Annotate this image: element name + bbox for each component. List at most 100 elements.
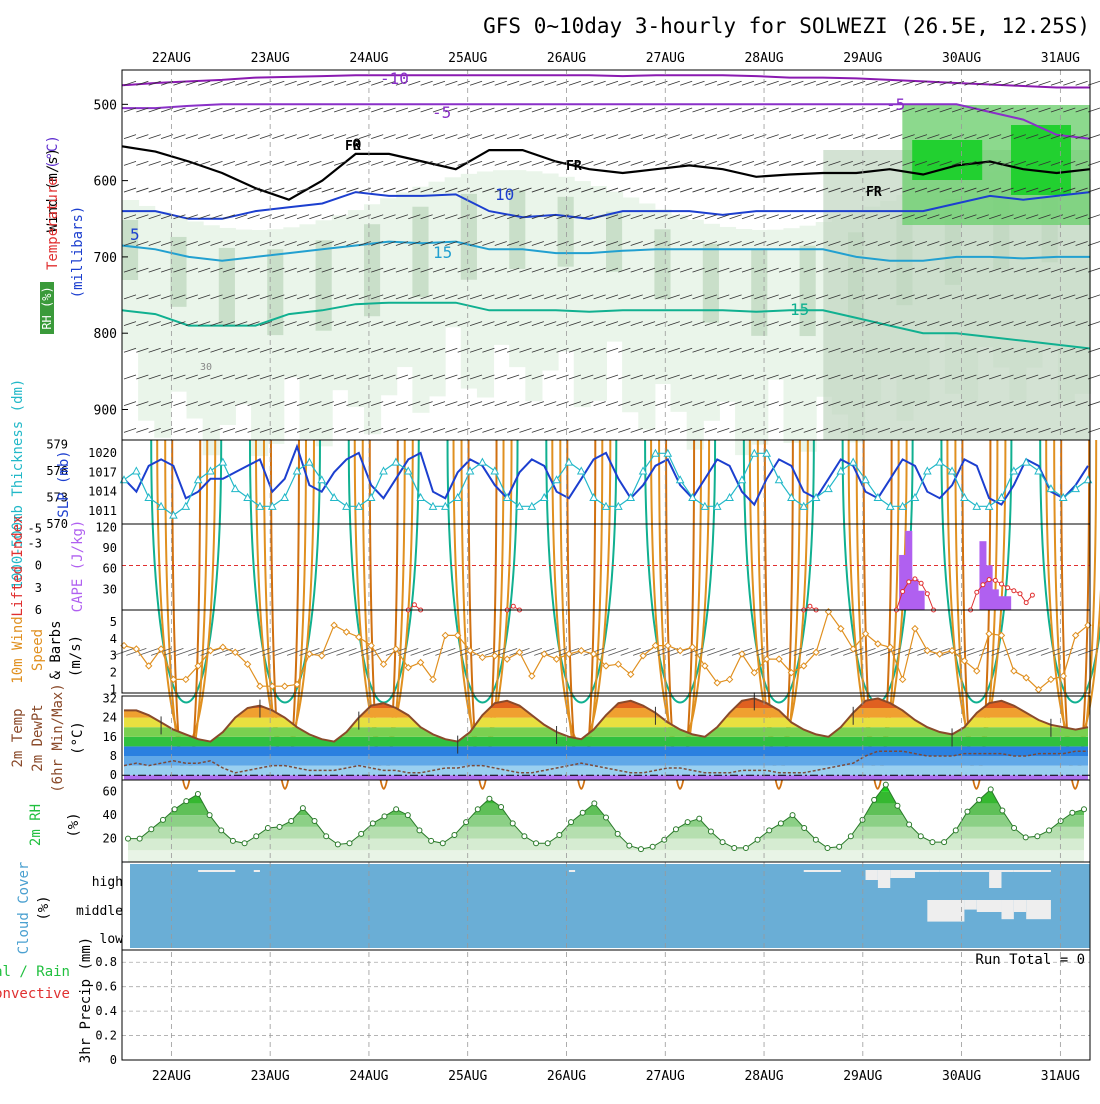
wind-barb [815, 374, 829, 380]
wind-barb [593, 374, 606, 380]
wind-barb [840, 241, 853, 246]
wind-barb [692, 374, 705, 380]
wind-barb [284, 241, 297, 246]
wind-barb [198, 80, 211, 86]
wind-barb [383, 107, 396, 113]
wind-barb [333, 241, 347, 246]
wind10-point [577, 646, 585, 655]
wind-barb [309, 427, 322, 433]
wind-barb [803, 294, 816, 300]
thickness-point [1034, 466, 1043, 475]
wind-barb [494, 267, 507, 273]
wind-barb [1026, 80, 1039, 86]
cloud-high-gap [890, 870, 915, 878]
wind-barb [371, 427, 384, 433]
day-gridlines [170, 70, 1061, 1060]
wind-barb [160, 374, 174, 380]
wind-barb [692, 294, 705, 300]
wind-barb [766, 134, 779, 140]
wind-barb [1063, 427, 1076, 433]
temp2m-ylabels: 2m Temp 2m DewPt (6hr Min/Max) (°C) [10, 683, 86, 793]
wind-barb [321, 321, 334, 326]
wind-barb [296, 134, 310, 140]
wind-barb [210, 80, 223, 86]
wind-barb [272, 80, 285, 86]
wind-barb [766, 107, 779, 113]
wind-barb [791, 401, 804, 407]
wind10-point [1071, 631, 1080, 640]
wind-barb [618, 160, 631, 166]
wind-barb [976, 321, 989, 326]
rh-point [136, 835, 143, 842]
wind-barb [432, 187, 446, 193]
rh-shade [557, 196, 575, 267]
wind10-point [540, 650, 548, 658]
rh-point [299, 805, 306, 812]
wind-barb [383, 80, 396, 86]
wind-barb [630, 427, 643, 433]
thickness-point [527, 501, 537, 510]
temp-tick: 0 [110, 768, 117, 782]
wind10-barb [595, 647, 617, 656]
upper-air-ylabels: Wind (m/s) Temperature (°C) (millibars) … [40, 135, 86, 334]
day-label-top: 28AUG [744, 51, 783, 66]
wind10-barb [521, 647, 542, 656]
wind-barb [840, 321, 853, 326]
wind-barb [1038, 187, 1051, 193]
wind-barb [778, 214, 792, 220]
wind-barb [1013, 187, 1026, 193]
wind-barb [1050, 160, 1064, 166]
rh-point [323, 833, 330, 840]
wind-barb [704, 187, 717, 193]
precip-total-rain: Total / Rain [0, 964, 70, 980]
wind-barb [754, 374, 767, 380]
wind-barb [148, 160, 161, 166]
wind-barb [729, 294, 742, 300]
cape-bar [991, 589, 999, 610]
wind-barb [1063, 241, 1076, 246]
wind-barb [828, 267, 841, 273]
precip-tick: 0 [110, 1053, 117, 1067]
wind-barb [989, 374, 1002, 380]
wind-barb [198, 347, 211, 353]
li-point [411, 602, 417, 608]
wind-barb [828, 241, 841, 246]
day-label-bottom: 27AUG [646, 1069, 685, 1084]
wind-barb [296, 321, 310, 326]
wind-barb [296, 241, 310, 246]
wind10-tick: 1 [110, 683, 117, 697]
thickness-point [1021, 457, 1031, 466]
wind-barb [642, 427, 656, 433]
chart-title: GFS 0~10day 3-hourly for SOLWEZI (26.5E,… [483, 14, 1090, 38]
wind-barb [408, 401, 421, 407]
thickness-point [416, 492, 425, 501]
wind-barb [469, 241, 483, 246]
wind-barb [457, 347, 470, 353]
wind-barb [544, 80, 557, 86]
wind-barb [877, 267, 891, 273]
wind-barb [371, 294, 384, 300]
wind-barb [445, 187, 458, 193]
rh-point [789, 812, 796, 819]
day-label-bottom: 31AUG [1041, 1069, 1080, 1084]
rh-point [159, 816, 166, 823]
cloud-middle-gap [976, 900, 1002, 912]
wind-barb [309, 401, 322, 407]
wind-barb [1050, 321, 1064, 326]
wind-barb [741, 401, 755, 407]
wind-barb [605, 321, 619, 326]
wind-barb [185, 214, 198, 220]
temp-line [124, 697, 1089, 743]
wind-barb [704, 160, 717, 166]
wind-barb [284, 160, 297, 166]
thickness-point [836, 466, 846, 475]
thickness-point [255, 501, 265, 510]
wind-barb [556, 374, 569, 380]
wind-barb [408, 321, 421, 326]
cape-bar [1004, 596, 1012, 610]
wind-barb [667, 134, 680, 140]
wind-barb [630, 294, 643, 300]
wind-barb [1050, 427, 1064, 433]
wind-barb [1050, 107, 1064, 113]
wind-barb [865, 374, 878, 380]
